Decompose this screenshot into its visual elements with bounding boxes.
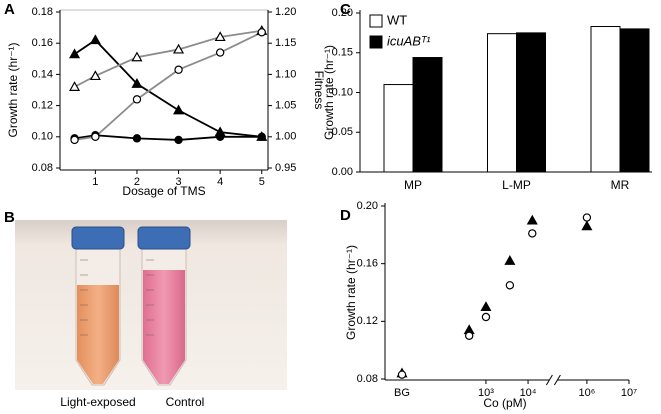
x-tick-label: 4 <box>217 176 223 188</box>
marker <box>174 65 183 74</box>
y-tick-label: 0.12 <box>32 100 53 112</box>
photo <box>15 220 287 390</box>
error-bar <box>632 21 638 29</box>
x-tick-label: 10³ <box>478 387 494 399</box>
x-tick-label: 3 <box>175 176 181 188</box>
panel-label: D <box>340 207 351 224</box>
marker <box>528 229 537 238</box>
marker <box>174 135 183 145</box>
axis-break <box>553 374 561 386</box>
marker <box>214 31 226 42</box>
y2-axis-label: Fitness <box>312 71 326 110</box>
y-tick-label: 0.15 <box>332 47 353 59</box>
y-tick-label: 0.16 <box>32 37 53 49</box>
marker <box>505 281 515 290</box>
x-tick-label: 1 <box>92 176 98 188</box>
marker <box>132 95 142 104</box>
y-tick-label: 0.12 <box>357 315 378 327</box>
marker <box>480 301 492 312</box>
x-tick-label: 10⁷ <box>621 387 637 399</box>
series-line <box>74 38 262 138</box>
bar <box>487 33 517 173</box>
y-axis-label: Growth rate (hr⁻¹) <box>322 45 336 140</box>
marker <box>481 312 491 322</box>
y-tick-label: 0.05 <box>332 126 353 138</box>
legend-swatch <box>369 14 383 28</box>
y-tick-label: 0.95 <box>275 162 296 174</box>
photo-caption: Light-exposed <box>60 395 135 409</box>
marker <box>215 48 225 57</box>
y-tick-label: 0.14 <box>32 68 53 80</box>
marker <box>504 255 516 265</box>
bar <box>383 84 414 173</box>
y-axis-label: Growth rate (hr⁻¹) <box>344 245 358 340</box>
x-tick-label: 10⁴ <box>520 387 537 399</box>
marker <box>69 48 81 59</box>
graduations <box>80 259 154 336</box>
y-tick-label: 1.10 <box>275 68 296 80</box>
panel-label: C <box>340 1 351 18</box>
x-axis-label: Dosage of TMS <box>122 184 205 198</box>
y-tick-label: 0.10 <box>332 86 353 98</box>
marker <box>131 51 143 62</box>
marker <box>257 132 266 141</box>
marker <box>215 132 225 141</box>
marker <box>173 43 185 54</box>
y-tick-label: 1.00 <box>275 131 296 143</box>
marker <box>132 134 142 143</box>
y-tick-label: 1.05 <box>275 100 296 112</box>
photo-caption: Control <box>166 395 205 409</box>
bar <box>619 28 650 173</box>
bar <box>412 57 443 173</box>
axis-break <box>545 374 553 386</box>
y-tick-label: 0.10 <box>32 131 53 143</box>
tube-cap <box>137 226 191 250</box>
marker <box>89 34 101 45</box>
y-tick-label: 0.00 <box>332 166 353 178</box>
tube-cap <box>71 226 125 250</box>
legend-label: WT <box>387 12 407 27</box>
series-line <box>74 134 262 141</box>
marker <box>69 81 81 91</box>
error-bar <box>603 20 609 26</box>
marker <box>89 70 101 81</box>
series-line <box>74 29 262 88</box>
marker <box>70 135 79 145</box>
x-tick-label: BG <box>394 387 410 399</box>
y-tick-label: 0.08 <box>357 373 378 385</box>
y-tick-label: 0.20 <box>357 200 378 212</box>
tube-liquid <box>77 285 119 384</box>
y-tick-label: 1.20 <box>275 6 296 18</box>
marker <box>464 331 474 340</box>
bar <box>590 26 621 173</box>
x-tick-label: L-MP <box>502 178 531 192</box>
y-tick-label: 1.15 <box>275 37 296 49</box>
x-tick-label: 5 <box>259 176 265 188</box>
marker <box>257 28 266 37</box>
x-axis-label: Co (pM) <box>483 396 526 410</box>
marker <box>397 370 407 379</box>
marker <box>131 78 143 88</box>
legend-swatch <box>369 35 383 49</box>
bar <box>516 32 546 173</box>
marker <box>581 220 593 231</box>
x-tick-label: MR <box>611 178 630 192</box>
panel-label: B <box>4 209 15 226</box>
marker <box>582 213 592 222</box>
y-tick-label: 0.16 <box>357 258 378 270</box>
marker <box>526 214 538 225</box>
marker <box>91 132 100 141</box>
tube-liquid <box>143 270 185 384</box>
x-tick-label: 2 <box>134 176 140 188</box>
y-tick-label: 0.08 <box>32 162 53 174</box>
y-tick-label: 0.20 <box>332 7 353 19</box>
y-tick-label: 0.18 <box>32 6 53 18</box>
x-tick-label: 10⁶ <box>579 387 596 399</box>
y-axis-label: Growth rate (hr⁻¹) <box>6 42 20 137</box>
marker <box>173 104 185 115</box>
legend-label: icuABᵀ¹ <box>387 33 431 48</box>
x-tick-label: MP <box>404 178 422 192</box>
panel-label: A <box>4 1 15 18</box>
